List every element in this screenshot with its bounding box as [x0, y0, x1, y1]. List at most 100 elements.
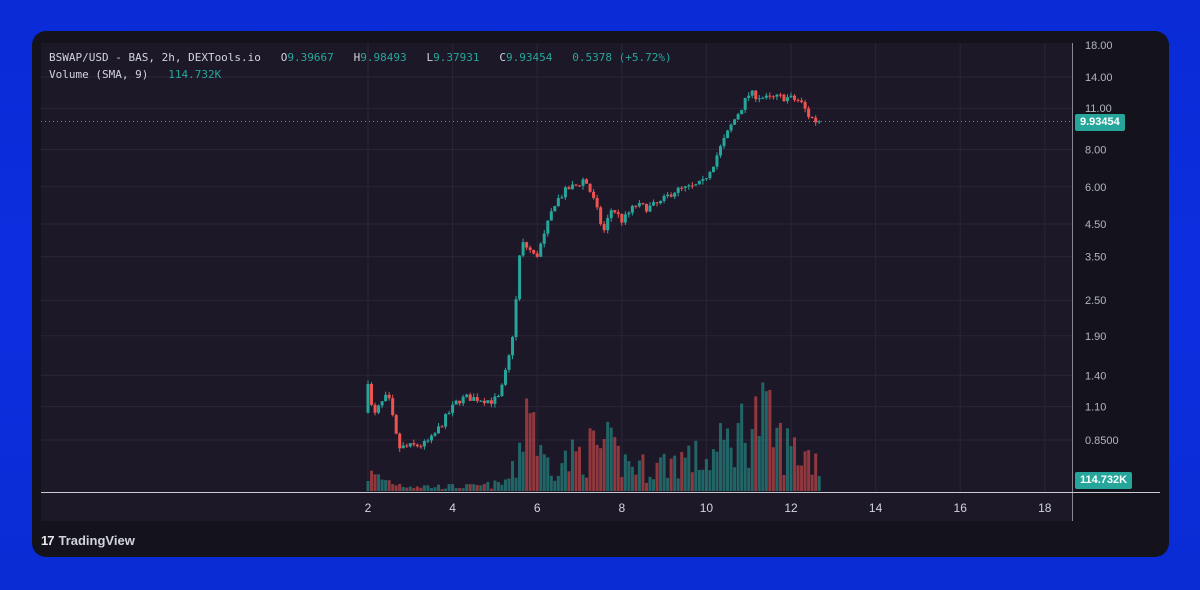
candle-body: [570, 184, 574, 190]
candle-body: [553, 206, 557, 212]
volume-bar: [659, 457, 663, 491]
candle-body: [419, 446, 423, 448]
volume-bar: [644, 482, 648, 491]
volume-bar: [754, 396, 758, 491]
volume-bar: [394, 485, 398, 491]
volume-bar: [468, 484, 472, 491]
volume-bar: [370, 470, 374, 491]
candle-body: [793, 95, 797, 100]
candle-body: [588, 183, 592, 192]
volume-bar: [771, 447, 775, 491]
volume-bar: [518, 442, 522, 491]
candle-body: [444, 414, 448, 427]
candle-body: [507, 355, 511, 370]
candle-body: [687, 185, 691, 187]
volume-bar: [715, 451, 719, 491]
candle-body: [602, 223, 606, 231]
volume-bar: [500, 484, 504, 491]
volume-bar: [704, 459, 708, 491]
volume-bar: [676, 478, 680, 491]
candle-body: [768, 95, 772, 97]
volume-bar: [637, 460, 641, 491]
volume-bar: [535, 455, 539, 491]
volume-bar: [733, 467, 737, 491]
volume-bar: [560, 463, 564, 491]
candle-body: [437, 426, 440, 434]
candle-body: [412, 443, 416, 445]
candles: [366, 89, 821, 452]
volume-bar: [761, 382, 765, 491]
volume-value: 114.732K: [168, 68, 222, 81]
open-value: 9.39667: [287, 51, 334, 64]
candle-body: [475, 397, 479, 401]
candle-body: [701, 179, 705, 181]
volume-bar: [437, 484, 440, 491]
candle-body: [447, 412, 451, 415]
brand-name: TradingView: [58, 532, 135, 548]
volume-bar: [549, 475, 553, 491]
volume-bar: [458, 488, 462, 491]
volume-bar: [627, 461, 631, 491]
volume-bar: [405, 487, 409, 491]
volume-bar: [391, 484, 395, 491]
volume-bar: [747, 467, 751, 491]
candle-body: [535, 253, 539, 257]
candle-body: [486, 400, 490, 404]
candle-body: [401, 445, 405, 449]
candle-body: [704, 178, 708, 180]
candle-body: [549, 211, 553, 221]
candle-body: [384, 394, 388, 402]
candle-body: [500, 384, 504, 397]
volume-badge: 114.732K: [1075, 472, 1133, 489]
candle-body: [659, 200, 663, 204]
volume-bar: [563, 450, 567, 491]
x-tick-label: 8: [618, 501, 625, 515]
candle-body: [796, 99, 800, 101]
candle-body: [711, 166, 715, 173]
grid-lines: [41, 43, 1072, 492]
candle-body: [754, 90, 758, 100]
volume-bar: [740, 403, 744, 491]
volume-bar: [503, 479, 507, 491]
candle-body: [627, 212, 631, 215]
y-tick-label: 3.50: [1085, 252, 1106, 264]
plot-area[interactable]: [41, 43, 1072, 492]
ohlc-legend: BSWAP/USD - BAS, 2h, DEXTools.io O9.3966…: [49, 51, 672, 64]
tradingview-brand[interactable]: 17 TradingView: [41, 531, 135, 549]
volume-bar: [528, 413, 532, 491]
candle-body: [599, 207, 603, 224]
volume-bar: [803, 451, 807, 491]
y-tick-label: 2.50: [1085, 295, 1106, 307]
volume-bar: [726, 428, 730, 491]
volume-bar: [475, 485, 479, 491]
volume-bar: [669, 458, 673, 491]
volume-bar: [588, 428, 592, 491]
volume-bar: [690, 472, 694, 491]
y-tick-label: 14.00: [1085, 72, 1113, 84]
candle-body: [616, 212, 620, 215]
volume-bar: [585, 477, 589, 491]
volume-bar: [810, 474, 814, 491]
chart-card: 18.00 14.00 11.00 8.00 6.00 4.50 3.50 2.50 1.90 1…: [32, 31, 1169, 557]
volume-bar: [384, 479, 388, 491]
candle-body: [556, 198, 560, 207]
time-axis-strip[interactable]: [41, 493, 1072, 521]
candle-body: [740, 109, 744, 115]
change-value: 0.5378 (+5.72%): [572, 51, 672, 64]
volume-bar: [567, 471, 571, 491]
volume-bar: [757, 435, 761, 491]
candle-body: [366, 384, 370, 413]
volume-bar: [419, 487, 423, 491]
volume-bar: [648, 476, 652, 491]
candle-body: [380, 401, 384, 406]
volume-bar: [613, 437, 617, 491]
volume-bar: [814, 453, 818, 491]
volume-bar: [729, 447, 733, 491]
candle-body: [408, 443, 412, 447]
volume-bar: [496, 482, 500, 491]
volume-bar: [711, 449, 715, 491]
candle-body: [394, 415, 398, 434]
candle-body: [546, 220, 550, 234]
candle-body: [532, 249, 536, 254]
volume-bar: [373, 474, 377, 491]
